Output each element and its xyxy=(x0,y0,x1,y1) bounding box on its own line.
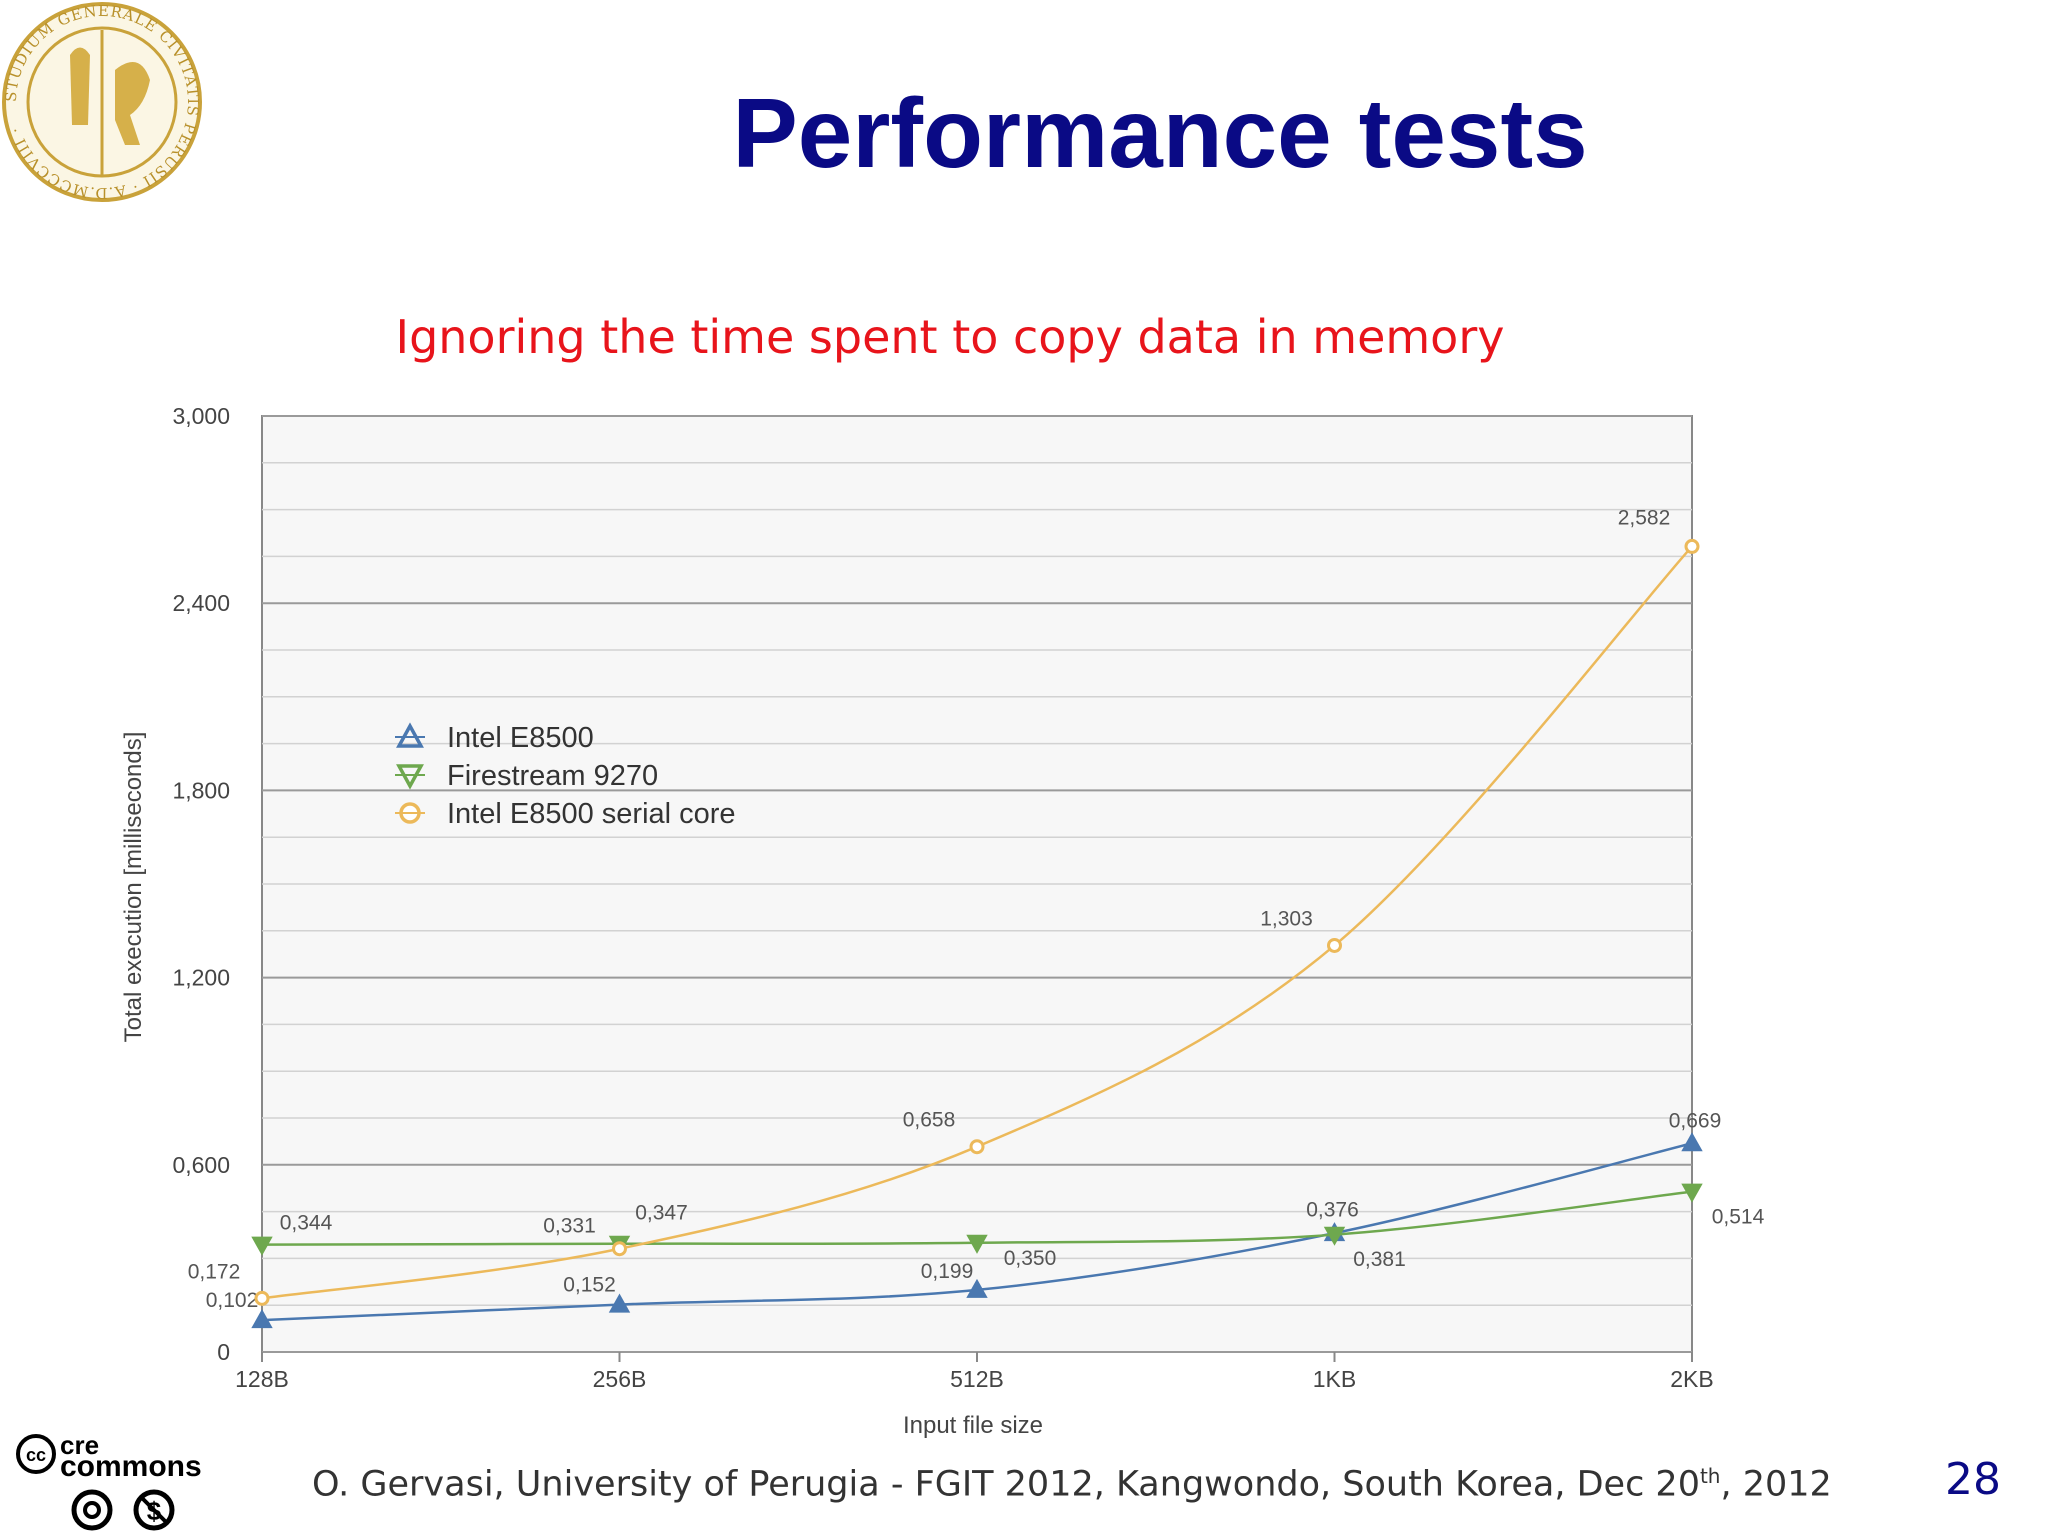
footer-text-end: , 2012 xyxy=(1720,1464,1832,1505)
svg-text:cre: cre xyxy=(60,1432,99,1460)
intel-e8500-point xyxy=(966,1278,988,1298)
y-tick-label: 0 xyxy=(217,1339,230,1365)
footer-superscript: th xyxy=(1699,1464,1721,1488)
firestream-9270-point xyxy=(1323,1226,1346,1246)
x-tick-label: 1KB xyxy=(1313,1366,1356,1392)
intel-e8500-serial-line xyxy=(261,545,1693,1300)
y-tick-label: 1,800 xyxy=(172,777,230,803)
y-tick-label: 3,000 xyxy=(172,403,230,429)
svg-text:cc: cc xyxy=(26,1445,46,1465)
firestream-9270-point xyxy=(251,1236,273,1256)
x-tick-label: 256B xyxy=(593,1366,647,1392)
intel-e8500-serial-point xyxy=(254,1290,270,1306)
intel-e8500-point xyxy=(608,1293,631,1313)
intel-e8500-serial-point xyxy=(969,1139,985,1155)
intel-e8500-serial-point xyxy=(612,1241,627,1257)
intel-e8500-serial-data-label: 0,331 xyxy=(543,1215,596,1238)
y-tick-label: 0,600 xyxy=(172,1152,230,1178)
x-tick-label: 128B xyxy=(235,1366,289,1392)
creative-commons-logo: cc cre commons $ xyxy=(16,1432,202,1531)
legend-label: Intel E8500 xyxy=(447,722,594,754)
x-tick-label: 512B xyxy=(950,1366,1004,1392)
y-tick-label: 2,400 xyxy=(172,590,230,616)
x-axis-label: Input file size xyxy=(903,1412,1043,1439)
intel-e8500-serial-point xyxy=(1327,937,1342,953)
intel-e8500-point xyxy=(251,1309,273,1329)
footer-text: O. Gervasi, University of Perugia - FGIT… xyxy=(312,1464,1700,1505)
firestream-9270-data-label: 0,344 xyxy=(280,1212,333,1235)
x-tick-label: 2KB xyxy=(1670,1366,1713,1392)
intel-e8500-serial-point xyxy=(1684,538,1700,554)
y-axis-label: Total execution [milliseconds] xyxy=(120,732,147,1043)
legend-label: Firestream 9270 xyxy=(447,760,658,792)
y-tick-label: 1,200 xyxy=(172,965,230,991)
intel-e8500-data-label: 0,102 xyxy=(206,1289,259,1312)
intel-e8500-serial-data-label: 0,172 xyxy=(188,1260,241,1283)
intel-e8500-serial-data-label: 2,582 xyxy=(1618,506,1671,529)
firestream-9270-point xyxy=(1681,1183,1703,1203)
intel-e8500-serial-data-label: 0,658 xyxy=(903,1109,956,1132)
slide-footer: O. Gervasi, University of Perugia - FGIT… xyxy=(312,1464,1832,1505)
firestream-9270-data-label: 0,376 xyxy=(1306,1199,1359,1222)
slide-subtitle: Ignoring the time spent to copy data in … xyxy=(395,310,1505,364)
firestream-9270-data-label: 0,347 xyxy=(635,1202,688,1225)
intel-e8500-data-label: 0,199 xyxy=(921,1260,974,1283)
intel-e8500-point xyxy=(1681,1132,1703,1152)
university-seal-logo: STUDIUM GENERALE CIVITATIS PERUSII · A.D… xyxy=(2,2,202,202)
intel-e8500-data-label: 0,381 xyxy=(1353,1248,1406,1271)
svg-text:commons: commons xyxy=(60,1450,202,1483)
intel-e8500-serial-data-label: 1,303 xyxy=(1260,907,1313,930)
firestream-9270-data-label: 0,514 xyxy=(1712,1206,1765,1229)
firestream-9270-point xyxy=(966,1234,988,1254)
slide-title: Performance tests xyxy=(732,78,1588,188)
intel-e8500-data-label: 0,152 xyxy=(563,1274,616,1297)
intel-e8500-data-label: 0,669 xyxy=(1669,1109,1722,1132)
page-number: 28 xyxy=(1945,1454,2001,1505)
legend-label: Intel E8500 serial core xyxy=(447,798,736,830)
firestream-9270-data-label: 0,350 xyxy=(1004,1247,1057,1270)
